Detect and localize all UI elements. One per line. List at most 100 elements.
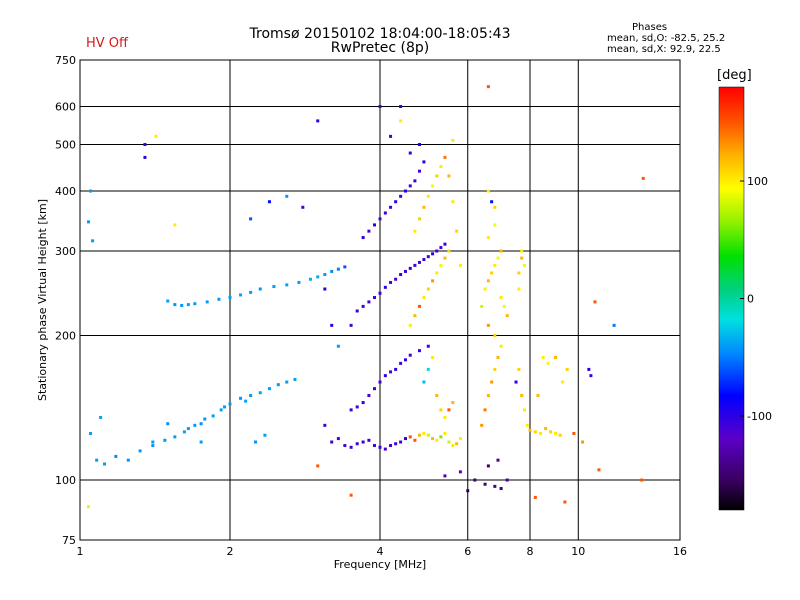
data-point: [520, 249, 524, 253]
data-point: [378, 291, 382, 295]
data-point: [435, 438, 439, 442]
data-point: [394, 367, 398, 371]
data-point: [361, 401, 365, 405]
data-point: [439, 408, 443, 412]
data-point: [496, 458, 500, 462]
data-point: [572, 432, 576, 436]
data-point: [422, 160, 426, 164]
data-point: [553, 432, 557, 436]
data-point: [541, 355, 545, 359]
data-point: [525, 423, 529, 427]
y-tick-label: 750: [55, 54, 76, 67]
data-point: [373, 223, 377, 227]
data-point: [490, 380, 494, 384]
data-point: [394, 277, 398, 281]
data-point: [336, 267, 340, 271]
data-point: [483, 408, 487, 412]
hv-status: HV Off: [86, 36, 128, 51]
data-point: [173, 223, 177, 227]
data-point: [447, 408, 451, 412]
data-point: [330, 440, 334, 444]
data-point: [505, 478, 509, 482]
data-point: [408, 323, 412, 327]
data-point: [336, 437, 340, 441]
data-point: [180, 303, 184, 307]
data-point: [355, 405, 359, 409]
data-point: [493, 334, 497, 338]
data-point: [399, 194, 403, 198]
data-point: [276, 383, 280, 387]
data-point: [253, 440, 257, 444]
data-point: [361, 304, 365, 308]
data-point: [293, 377, 297, 381]
data-point: [86, 505, 90, 509]
data-point: [439, 246, 443, 250]
colorbar-unit: [deg]: [717, 68, 752, 83]
data-point: [219, 408, 223, 412]
data-point: [399, 119, 403, 123]
data-point: [349, 408, 353, 412]
data-point: [426, 344, 430, 348]
data-point: [439, 263, 443, 267]
data-point: [563, 500, 567, 504]
data-point: [439, 164, 443, 168]
data-point: [505, 314, 509, 318]
data-point: [343, 265, 347, 269]
colorbar-tick-label: 0: [747, 293, 754, 306]
data-point: [355, 442, 359, 446]
data-point: [493, 263, 497, 267]
data-point: [426, 367, 430, 371]
data-point: [330, 269, 334, 273]
data-point: [182, 430, 186, 434]
data-point: [323, 423, 327, 427]
data-point: [399, 440, 403, 444]
data-point: [447, 174, 451, 178]
data-point: [539, 432, 543, 436]
data-point: [285, 380, 289, 384]
data-point: [499, 296, 503, 300]
data-point: [199, 422, 203, 426]
data-point: [308, 277, 312, 281]
data-point: [367, 300, 371, 304]
data-point: [336, 344, 340, 348]
y-tick-labels: 75 100 200 300 400 500 600 750: [55, 54, 76, 547]
data-point: [285, 283, 289, 287]
data-point: [166, 299, 170, 303]
data-point: [553, 355, 557, 359]
data-point: [431, 437, 435, 441]
data-point: [443, 155, 447, 159]
data-point: [114, 454, 118, 458]
data-point: [473, 478, 477, 482]
data-point: [443, 432, 447, 436]
title: Tromsø 20150102 18:04:00-18:05:43: [249, 26, 511, 42]
data-point: [417, 217, 421, 221]
data-point: [520, 394, 524, 398]
data-point: [413, 438, 417, 442]
data-point: [367, 438, 371, 442]
data-point: [486, 323, 490, 327]
data-point: [493, 484, 497, 488]
data-point: [349, 445, 353, 449]
y-tick-label: 500: [55, 139, 76, 152]
data-point: [587, 367, 591, 371]
data-point: [403, 189, 407, 193]
data-point: [431, 279, 435, 283]
data-point: [86, 220, 90, 224]
x-tick-label: 1: [77, 545, 84, 558]
data-point: [426, 255, 430, 259]
data-point: [367, 229, 371, 233]
subtitle: RwPretec (8p): [330, 40, 430, 56]
data-point: [373, 387, 377, 391]
data-point: [95, 458, 99, 462]
data-point: [431, 184, 435, 188]
data-point: [417, 304, 421, 308]
y-tick-label: 300: [55, 245, 76, 258]
data-point: [435, 249, 439, 253]
data-point: [193, 302, 197, 306]
data-point: [389, 444, 393, 448]
data-point: [520, 256, 524, 260]
data-point: [413, 314, 417, 318]
plot-frame: [79, 59, 681, 541]
data-point: [528, 428, 532, 432]
